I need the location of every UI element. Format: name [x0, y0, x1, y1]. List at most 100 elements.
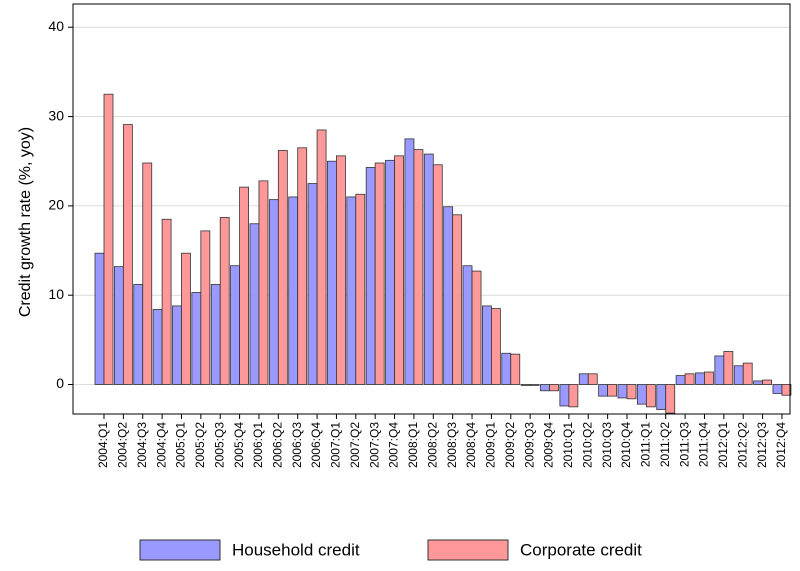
bar	[249, 223, 260, 385]
bar	[607, 384, 618, 397]
bar	[365, 167, 376, 385]
x-tick-label: 2006:Q3	[290, 422, 304, 468]
x-tick-label: 2010:Q2	[580, 422, 594, 468]
bar	[423, 153, 434, 385]
bar	[559, 384, 570, 407]
x-tick-label: 2008:Q2	[425, 422, 439, 468]
x-tick-label: 2005:Q4	[232, 422, 246, 468]
bar	[626, 384, 637, 400]
bar	[288, 196, 299, 385]
x-tick-label: 2005:Q1	[174, 422, 188, 468]
x-tick-label: 2010:Q1	[561, 422, 575, 468]
bar	[219, 217, 230, 385]
bar	[394, 155, 404, 385]
bar	[645, 384, 656, 408]
bar	[103, 93, 114, 385]
bar	[297, 147, 308, 385]
bar	[772, 384, 783, 394]
bar	[346, 196, 357, 385]
x-tick-label: 2007:Q3	[367, 422, 381, 468]
x-tick-label: 2008:Q3	[445, 422, 459, 468]
bar	[142, 162, 153, 385]
x-tick-label: 2011:Q2	[658, 422, 672, 467]
x-tick-label: 2011:Q1	[639, 422, 653, 467]
x-tick-label: 2011:Q4	[697, 422, 711, 467]
bar	[161, 218, 172, 385]
bar	[336, 155, 346, 385]
bar	[520, 384, 531, 386]
bar	[316, 129, 327, 385]
bar	[200, 230, 211, 385]
x-tick-label: 2007:Q2	[348, 422, 362, 468]
bar	[307, 183, 318, 385]
bar	[529, 384, 540, 386]
x-tick-label: 2006:Q4	[309, 422, 323, 468]
bar	[133, 284, 144, 385]
bar	[113, 266, 124, 385]
x-tick-label: 2008:Q4	[464, 422, 478, 468]
x-tick-label: 2010:Q3	[600, 422, 614, 468]
bar	[617, 384, 628, 399]
legend-label: Household credit	[232, 540, 360, 559]
bar	[122, 124, 133, 385]
x-tick-label: 2005:Q3	[212, 422, 226, 468]
x-tick-label: 2004:Q1	[96, 422, 110, 468]
bar	[268, 199, 279, 385]
bar	[723, 351, 734, 385]
bar	[549, 384, 559, 392]
bar	[636, 384, 647, 405]
bar	[714, 355, 725, 385]
x-tick-label: 2005:Q2	[193, 422, 207, 468]
bar	[462, 265, 473, 385]
x-tick-label: 2009:Q2	[503, 422, 517, 468]
bar	[172, 305, 182, 385]
bar	[656, 384, 667, 410]
bar	[385, 159, 395, 385]
bar	[568, 384, 579, 408]
x-tick-label: 2004:Q2	[116, 422, 130, 468]
bar	[665, 384, 676, 414]
y-tick-label: 0	[56, 375, 64, 391]
y-tick-label: 20	[48, 197, 64, 213]
bar	[191, 292, 202, 385]
bar	[327, 160, 337, 385]
x-tick-label: 2006:Q1	[251, 422, 265, 468]
bar	[471, 270, 482, 385]
bar	[413, 149, 424, 385]
bar	[501, 352, 512, 385]
bar	[742, 362, 753, 385]
x-tick-label: 2012:Q4	[774, 422, 788, 468]
x-tick-label: 2010:Q4	[619, 422, 633, 468]
plot-frame	[72, 3, 791, 415]
bar	[94, 252, 105, 385]
x-tick-label: 2004:Q3	[135, 422, 149, 468]
bar	[781, 384, 792, 396]
bar	[753, 380, 763, 385]
bar	[762, 379, 772, 385]
bar	[490, 308, 501, 385]
x-tick-label: 2008:Q1	[406, 422, 420, 468]
legend-swatch	[427, 539, 509, 561]
bar	[675, 375, 686, 385]
bar	[210, 284, 221, 385]
bar	[355, 193, 366, 385]
y-axis-label: Credit growth rate (%, yoy)	[17, 127, 34, 317]
x-tick-label: 2009:Q3	[522, 422, 536, 468]
y-tick-label: 30	[48, 107, 64, 123]
bar	[230, 265, 240, 385]
bar	[587, 373, 598, 385]
x-tick-label: 2007:Q1	[329, 422, 343, 468]
bar	[481, 305, 492, 385]
bar	[374, 162, 385, 385]
bar	[443, 206, 454, 385]
x-tick-label: 2012:Q3	[755, 422, 769, 468]
bar	[181, 252, 191, 385]
x-tick-label: 2012:Q1	[716, 422, 730, 468]
bar	[239, 186, 249, 385]
x-tick-label: 2009:Q1	[484, 422, 498, 468]
bar	[695, 372, 705, 385]
y-tick-label: 40	[48, 18, 64, 34]
legend-swatch	[139, 539, 221, 561]
bar	[540, 384, 550, 392]
